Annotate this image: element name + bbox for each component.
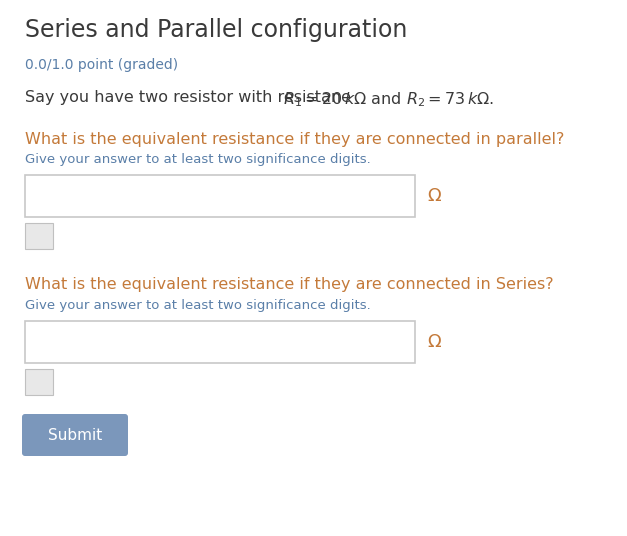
Text: Series and Parallel configuration: Series and Parallel configuration [25, 18, 408, 42]
Text: Submit: Submit [48, 428, 102, 443]
Text: Say you have two resistor with resistane: Say you have two resistor with resistane [25, 90, 356, 105]
Text: Give your answer to at least two significance digits.: Give your answer to at least two signifi… [25, 153, 371, 166]
Text: 0.0/1.0 point (graded): 0.0/1.0 point (graded) [25, 58, 178, 72]
FancyBboxPatch shape [22, 414, 128, 456]
FancyBboxPatch shape [25, 175, 415, 217]
Text: Ω: Ω [427, 187, 441, 205]
Text: Give your answer to at least two significance digits.: Give your answer to at least two signifi… [25, 299, 371, 312]
Text: What is the equivalent resistance if they are connected in Series?: What is the equivalent resistance if the… [25, 277, 554, 292]
Text: What is the equivalent resistance if they are connected in parallel?: What is the equivalent resistance if the… [25, 132, 564, 147]
FancyBboxPatch shape [25, 369, 53, 395]
Text: Ω: Ω [427, 333, 441, 351]
Text: $R_1 = 20\,k\Omega$ and $R_2 = 73\,k\Omega.$: $R_1 = 20\,k\Omega$ and $R_2 = 73\,k\Ome… [283, 90, 494, 109]
FancyBboxPatch shape [25, 321, 415, 363]
FancyBboxPatch shape [25, 223, 53, 249]
